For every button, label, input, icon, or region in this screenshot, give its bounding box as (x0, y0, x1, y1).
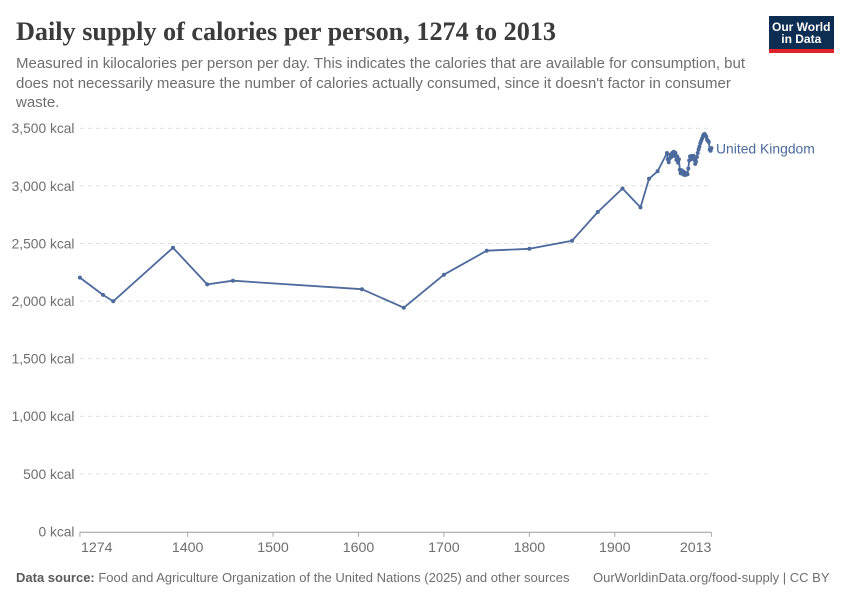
svg-text:1274: 1274 (81, 540, 113, 556)
svg-text:1800: 1800 (514, 540, 546, 556)
svg-text:2013: 2013 (680, 540, 712, 556)
svg-text:1,500 kcal: 1,500 kcal (12, 352, 75, 367)
svg-text:1600: 1600 (343, 540, 375, 556)
svg-text:1700: 1700 (428, 540, 460, 556)
svg-text:United Kingdom: United Kingdom (716, 140, 815, 156)
svg-text:1900: 1900 (599, 540, 631, 556)
svg-text:1400: 1400 (172, 540, 204, 556)
svg-text:3,500 kcal: 3,500 kcal (12, 121, 75, 136)
svg-text:2,000 kcal: 2,000 kcal (12, 294, 75, 309)
svg-text:500 kcal: 500 kcal (23, 467, 74, 482)
svg-text:1,000 kcal: 1,000 kcal (12, 409, 75, 424)
svg-text:0 kcal: 0 kcal (38, 525, 74, 540)
svg-text:1500: 1500 (257, 540, 289, 556)
svg-text:2,500 kcal: 2,500 kcal (12, 236, 75, 251)
svg-text:3,000 kcal: 3,000 kcal (12, 179, 75, 194)
